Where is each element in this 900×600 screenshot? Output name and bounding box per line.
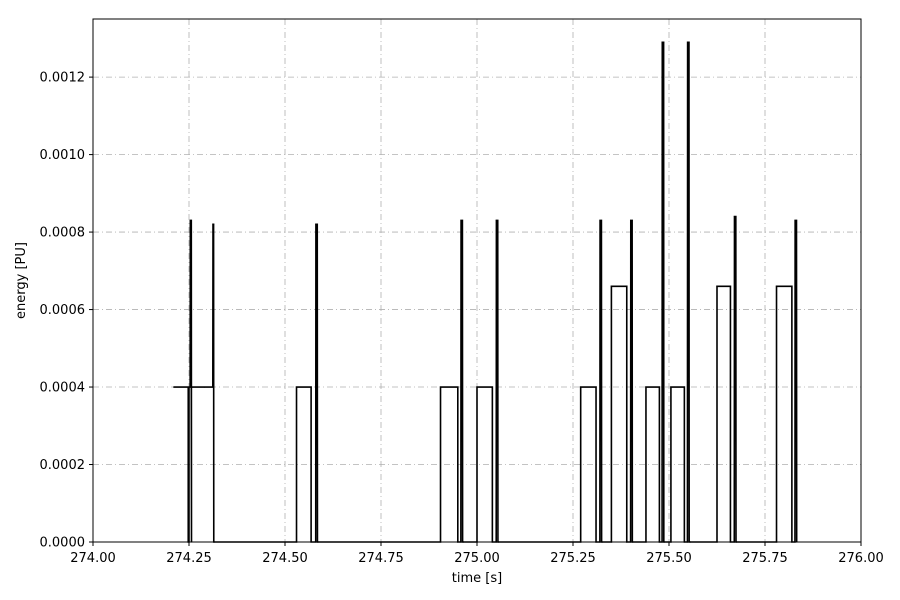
- x-axis-label: time [s]: [452, 571, 502, 586]
- series-point: [310, 386, 312, 388]
- tick-layer: 274.00 274.25 274.50 274.75 275.00 275.25 275.…: [40, 71, 884, 566]
- series-point: [495, 219, 497, 222]
- series-point: [600, 219, 603, 222]
- y-axis-label: energy [PU]: [14, 242, 29, 319]
- series-point: [626, 285, 628, 287]
- series-point: [212, 223, 215, 225]
- x-tick-label: 274.00: [70, 551, 116, 566]
- series-point: [192, 386, 194, 388]
- series-point: [670, 386, 672, 388]
- x-tick-label: 275.00: [454, 551, 500, 566]
- x-tick-label: 275.25: [550, 551, 596, 566]
- series-point: [212, 386, 214, 388]
- series-point: [683, 386, 685, 388]
- y-tick-label: 0.0008: [40, 226, 86, 241]
- x-tick-label: 275.75: [742, 551, 788, 566]
- series-point: [190, 219, 192, 222]
- series-point: [189, 386, 191, 388]
- series-point: [491, 386, 493, 388]
- series-point: [795, 219, 798, 222]
- series-point: [295, 386, 298, 388]
- series-point: [791, 285, 793, 287]
- series-point: [716, 285, 718, 287]
- series-point: [190, 386, 192, 388]
- series-point: [580, 386, 582, 388]
- series-point: [316, 223, 318, 225]
- x-tick-label: 275.50: [646, 551, 692, 566]
- series-point: [476, 386, 478, 388]
- series-point: [461, 219, 464, 222]
- x-tick-label: 276.00: [838, 551, 884, 566]
- x-tick-label: 274.25: [166, 551, 212, 566]
- series-point: [645, 386, 647, 388]
- series-point: [188, 386, 190, 388]
- series-point: [733, 215, 736, 218]
- x-tick-label: 274.50: [262, 551, 308, 566]
- series-point: [173, 386, 175, 388]
- series-point: [457, 386, 459, 388]
- series-point: [794, 219, 796, 222]
- series-point: [189, 219, 191, 222]
- series-point: [315, 223, 317, 225]
- series-point: [631, 219, 633, 222]
- y-tick-label: 0.0004: [40, 381, 86, 396]
- series-point: [497, 219, 499, 222]
- series-point: [203, 386, 205, 388]
- series-point: [663, 41, 665, 43]
- series-point: [595, 386, 597, 388]
- series-point: [630, 219, 632, 222]
- y-tick-label: 0.0012: [40, 71, 86, 86]
- series-point: [775, 285, 778, 287]
- series-point: [735, 215, 737, 218]
- series-point: [610, 285, 613, 287]
- series-point: [460, 219, 462, 222]
- y-tick-label: 0.0010: [40, 148, 86, 163]
- series-point: [599, 219, 601, 222]
- y-tick-label: 0.0006: [40, 303, 86, 318]
- x-tick-label: 274.75: [358, 551, 404, 566]
- series-point: [688, 41, 690, 43]
- y-tick-label: 0.0002: [40, 458, 86, 473]
- series-point: [658, 386, 661, 388]
- series-point: [439, 386, 442, 388]
- series-point: [729, 285, 732, 287]
- series-point: [687, 41, 689, 43]
- series-point: [661, 41, 663, 43]
- y-tick-label: 0.0000: [40, 536, 86, 551]
